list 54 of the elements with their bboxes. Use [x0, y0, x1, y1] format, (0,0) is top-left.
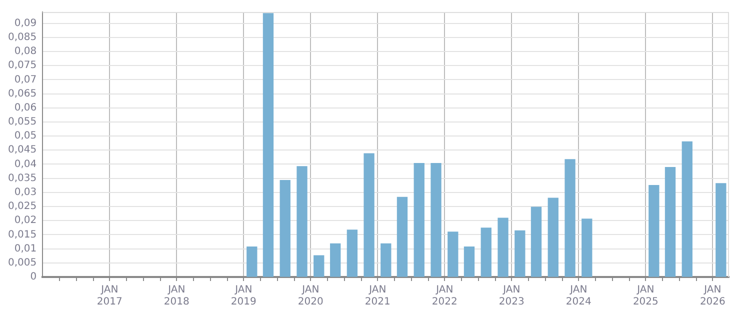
bar: [296, 166, 308, 277]
bar: [346, 230, 358, 277]
y-tick-label: 0,035: [8, 172, 37, 184]
bar: [514, 230, 526, 277]
x-tick-label: JAN 2024: [566, 284, 592, 308]
bar: [396, 196, 408, 277]
x-tick-label: JAN 2021: [364, 284, 390, 308]
x-tick-label: JAN 2017: [96, 284, 122, 308]
y-tick-label: 0,07: [14, 74, 37, 86]
y-tick-label: 0,02: [14, 215, 37, 226]
y-tick-label: 0,085: [8, 32, 37, 43]
y-tick-label: 0,08: [14, 46, 37, 58]
bar: [430, 163, 442, 277]
bar: [314, 255, 324, 277]
bar: [448, 232, 458, 277]
y-tick-label: 0,075: [8, 60, 37, 72]
y-tick-label: 0,025: [8, 201, 37, 212]
bar: [364, 153, 374, 277]
bar: [530, 206, 542, 277]
x-tick-label: JAN 2026: [700, 284, 726, 308]
bar: [380, 243, 392, 277]
y-tick-label: 0,065: [8, 88, 37, 100]
x-tick-label: JAN 2018: [164, 284, 190, 308]
bar: [548, 198, 558, 277]
y-tick-label: 0: [30, 272, 37, 283]
bar: [648, 185, 660, 277]
x-tick-label: JAN 2019: [230, 284, 256, 308]
y-tick-label: 0,055: [8, 116, 37, 128]
y-tick-label: 0,04: [14, 158, 37, 170]
x-tick-label: JAN 2022: [432, 284, 458, 308]
x-tick-label: JAN 2023: [498, 284, 524, 308]
bar: [330, 243, 341, 277]
bar: [464, 246, 475, 277]
y-tick-label: 0,01: [14, 243, 37, 254]
bar: [414, 163, 424, 277]
bar: [246, 246, 258, 277]
bar: [262, 13, 274, 277]
bar: [480, 228, 492, 277]
y-tick-label: 0,015: [8, 229, 37, 240]
bar: [582, 218, 592, 277]
y-tick-label: 0,05: [14, 130, 37, 142]
x-tick-label: JAN 2020: [298, 284, 324, 308]
bar: [664, 167, 676, 277]
bar: [280, 180, 290, 277]
y-tick-label: 0,09: [14, 18, 37, 29]
y-tick-label: 0,005: [8, 258, 37, 268]
bar: [682, 141, 692, 277]
bar: [564, 159, 576, 277]
x-tick-label: JAN 2025: [632, 284, 658, 308]
y-tick-label: 0,045: [8, 144, 37, 156]
bar: [498, 218, 508, 277]
bar: [716, 183, 726, 277]
y-tick-label: 0,03: [14, 187, 37, 198]
y-tick-label: 0,06: [14, 102, 37, 114]
